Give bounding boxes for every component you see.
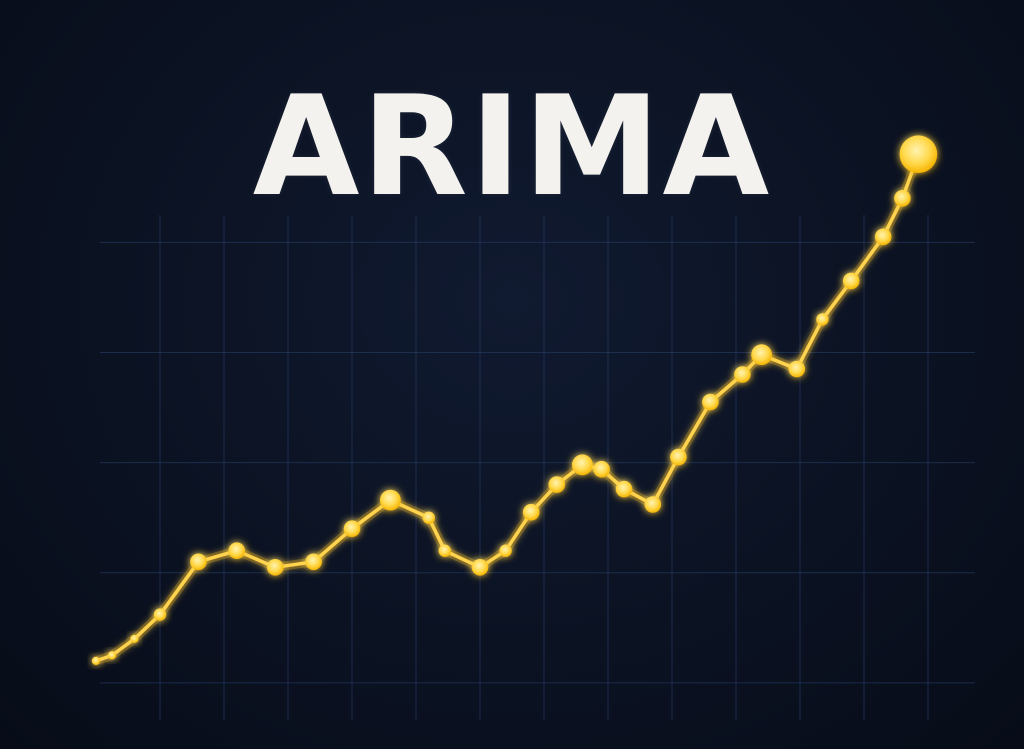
- data-point: [751, 344, 772, 366]
- data-point: [107, 651, 117, 660]
- data-point: [842, 272, 860, 290]
- data-point: [702, 393, 719, 411]
- data-point: [548, 476, 566, 493]
- data-point: [91, 656, 101, 666]
- series-line-glow: [91, 149, 923, 666]
- data-point: [816, 313, 829, 326]
- data-point: [380, 489, 401, 511]
- series-line: [94, 152, 921, 663]
- data-point: [788, 360, 806, 378]
- data-point: [130, 634, 139, 644]
- data-point: [438, 544, 451, 557]
- data-point: [572, 454, 593, 476]
- data-point: [734, 366, 751, 383]
- data-point: [499, 544, 512, 557]
- data-point: [228, 542, 246, 559]
- series-markers: [91, 135, 938, 666]
- data-point: [305, 553, 322, 571]
- data-point: [522, 503, 540, 521]
- data-point: [422, 511, 435, 524]
- chart-title: ARIMA: [252, 66, 772, 227]
- data-point: [670, 448, 687, 466]
- data-point: [593, 460, 610, 478]
- data-point: [471, 559, 489, 576]
- data-point: [266, 559, 284, 576]
- data-point: [190, 553, 207, 571]
- data-point: [874, 228, 892, 246]
- data-point: [615, 480, 633, 498]
- series-line-group: [91, 149, 923, 666]
- data-point: [894, 190, 911, 207]
- data-point: [899, 135, 938, 173]
- data-point: [153, 608, 167, 621]
- data-point: [343, 520, 361, 537]
- data-point: [644, 496, 662, 513]
- grid: [100, 215, 975, 720]
